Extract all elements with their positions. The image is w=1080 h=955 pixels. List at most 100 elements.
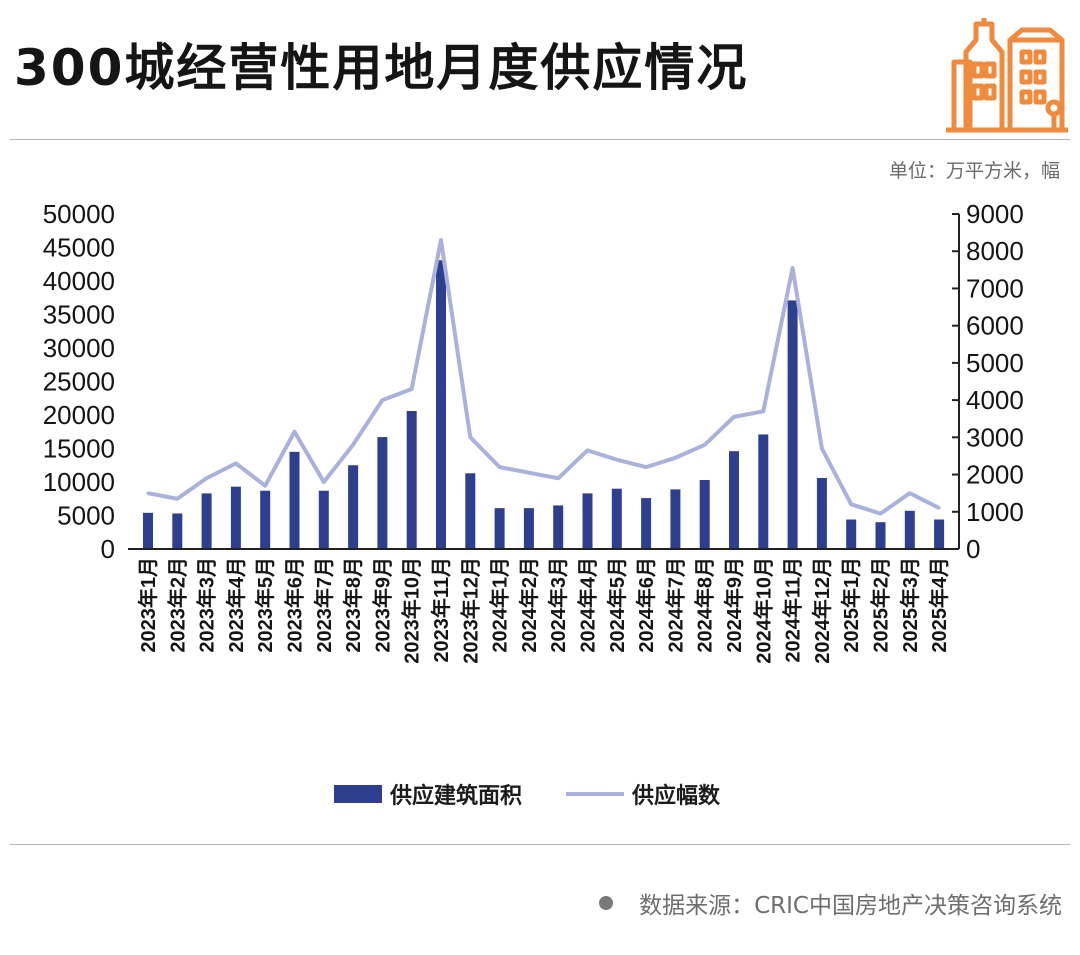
x-tick-label: 2023年7月 [312,557,336,653]
x-tick-label: 2024年3月 [546,557,570,653]
bar [875,522,886,549]
bar [729,451,739,549]
bar [904,510,915,549]
line-point [820,447,824,450]
legend-label-bar: 供应建筑面积 [390,784,523,809]
bar [201,493,212,549]
bar [260,490,271,549]
building-icon [944,12,1070,134]
left-tick-label: 15000 [43,434,115,464]
footer-divider [10,844,1070,845]
line-point [937,506,941,510]
line-point [439,238,443,242]
legend: 供应建筑面积 供应幅数 [0,778,1080,810]
line-point [703,443,707,447]
line-point [673,456,677,460]
header-divider [10,139,1070,140]
line-point [556,476,560,480]
line-point [351,443,355,447]
x-tick-label: 2025年2月 [869,557,893,653]
bar [758,434,769,549]
x-tick-label: 2023年5月 [253,557,277,653]
left-tick-label: 20000 [43,400,115,430]
left-tick-label: 30000 [43,333,115,363]
left-tick-label: 25000 [43,367,115,397]
chart-area: 0500010000150002000025000300003500040000… [43,199,1024,664]
line-point [791,266,795,270]
line-point [527,471,531,475]
x-tick-label: 2024年6月 [634,557,658,653]
line-point [175,497,179,501]
right-tick-label: 6000 [966,311,1024,341]
right-tick-label: 9000 [966,199,1024,229]
x-tick-label: 2025年3月 [898,557,922,653]
left-tick-label: 40000 [43,266,115,296]
line-point [498,465,502,469]
line-point [468,435,472,439]
bar [699,479,710,549]
line-point [410,387,414,391]
x-tick-label: 2025年4月 [927,557,951,653]
bar [582,493,593,549]
line-point [908,491,912,495]
legend-swatch-line [566,792,624,796]
bar [553,505,564,549]
bar [348,465,359,549]
line-point [322,480,326,484]
x-tick-label: 2024年9月 [722,557,746,653]
bar [523,508,534,549]
line-series [146,238,941,516]
line-point [732,415,736,419]
bar [318,490,329,549]
x-tick-label: 2023年2月 [165,557,189,653]
right-tick-label: 7000 [966,273,1024,303]
line-point [849,502,853,506]
line-point [205,476,209,480]
x-tick-label: 2024年5月 [605,557,629,653]
x-tick-label: 2024年2月 [517,557,541,653]
bar [436,260,446,549]
right-tick-label: 1000 [966,497,1024,527]
right-axis: 0 1000 2000 3000 4000 5000 6000 7000 8000 9000 [952,199,1024,564]
x-tick-label: 2023年8月 [341,557,365,653]
line-point [586,448,589,452]
bar [172,513,183,549]
line-point [644,465,648,469]
line-point [293,430,296,434]
line-point [146,491,150,495]
x-tick-label: 2023年12月 [458,557,482,664]
bar [934,519,945,549]
bullet-icon [599,896,614,910]
x-tick-label: 2023年10月 [400,557,424,664]
bar [670,489,681,549]
x-tick-label: 2024年10月 [751,557,775,664]
bar [143,512,153,549]
left-tick-label: 35000 [43,300,115,330]
bar-series [143,260,945,549]
x-tick-label: 2024年11月 [781,557,805,663]
line-point [234,461,238,465]
series-line [147,238,941,516]
x-tick-label: 2023年4月 [224,557,248,653]
line-point [879,512,882,516]
bar [406,410,417,549]
left-tick-label: 50000 [43,199,115,229]
x-tick-label: 2023年3月 [195,557,219,653]
line-point [380,398,384,402]
unit-label: 单位：万平方米，幅 [888,160,1060,182]
x-tick-label: 2025年1月 [839,557,863,653]
right-tick-label: 4000 [966,385,1024,415]
x-tick-label: 2023年11月 [429,557,453,663]
source-text: 数据来源：CRIC中国房地产决策咨询系统 [639,893,1062,919]
bar [846,519,857,549]
right-tick-label: 8000 [966,236,1024,266]
right-tick-label: 3000 [966,422,1024,452]
x-tick-label: 2023年6月 [283,557,307,653]
bar [787,300,798,549]
left-tick-label: 0 [101,534,115,564]
bar [465,473,476,549]
right-tick-label: 2000 [966,460,1024,490]
x-tick-label: 2024年8月 [693,557,717,653]
x-tick-label: 2024年7月 [663,557,687,653]
legend-item-line: 供应幅数 [566,778,720,810]
